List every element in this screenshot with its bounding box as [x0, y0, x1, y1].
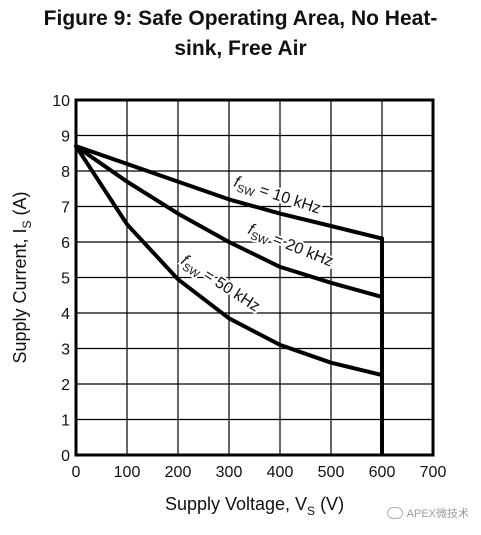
plot-frame [74, 98, 435, 457]
x-tick-label: 100 [114, 464, 141, 481]
x-tick-label: 200 [165, 464, 192, 481]
series-lines [74, 144, 384, 455]
chat-bubble-icon [386, 507, 403, 519]
series-label: fSW = 50 kHz [176, 252, 263, 318]
watermark: APEX微技术 [386, 505, 469, 521]
watermark-text: APEX微技术 [406, 508, 469, 520]
x-tick-label: 700 [420, 464, 447, 481]
x-axis-label: Supply Voltage, VS (V) [165, 494, 344, 518]
y-tick-label: 1 [61, 413, 70, 430]
x-tick-label: 400 [267, 464, 294, 481]
y-tick-label: 9 [61, 129, 70, 146]
x-tick-label: 600 [369, 464, 396, 481]
chart-title-line1: Figure 9: Safe Operating Area, No Heat- [43, 7, 438, 30]
series-line [74, 144, 384, 299]
y-tick-label: 0 [61, 448, 70, 465]
ticks: 0 100 200 300 400 500 600 700 0 1 2 3 4 5 6 7 8 9 10 [52, 93, 446, 481]
series-line [74, 144, 384, 378]
y-tick-label: 4 [61, 306, 70, 323]
y-tick-label: 2 [61, 377, 70, 394]
y-tick-label: 7 [61, 200, 70, 217]
series-line [74, 144, 384, 241]
y-tick-label: 3 [61, 342, 70, 359]
x-tick-label: 500 [318, 464, 345, 481]
chart-title-line2: sink, Free Air [174, 37, 307, 60]
x-tick-label: 0 [72, 464, 81, 481]
series-label: fSW = 20 kHz [244, 221, 335, 273]
x-tick-label: 300 [216, 464, 243, 481]
y-tick-label: 8 [61, 164, 70, 181]
y-tick-label: 10 [52, 93, 70, 110]
y-axis-label: Supply Current, IS (A) [10, 191, 34, 363]
y-tick-label: 5 [61, 271, 70, 288]
chart-title: Figure 9: Safe Operating Area, No Heat- … [0, 4, 481, 64]
y-tick-label: 6 [61, 235, 70, 252]
grid [75, 99, 434, 456]
